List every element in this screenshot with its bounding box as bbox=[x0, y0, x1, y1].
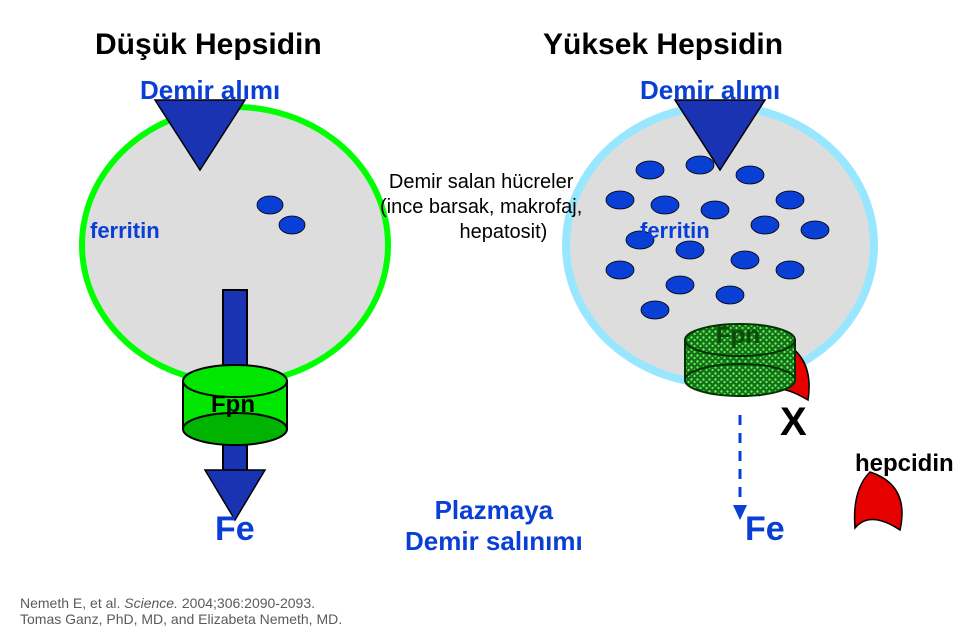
fpn-right-label: Fpn bbox=[716, 322, 760, 350]
title-left: Düşük Hepsidin bbox=[95, 28, 322, 62]
references: Nemeth E, et al. Science. 2004;306:2090-… bbox=[20, 595, 342, 627]
ferritin-right: ferritin bbox=[640, 218, 710, 244]
x-mark: X bbox=[780, 400, 807, 445]
fe-right: Fe bbox=[745, 510, 785, 549]
center-text: Demir salan hücreler (ince barsak, makro… bbox=[380, 170, 582, 245]
ferritin-left: ferritin bbox=[90, 218, 160, 244]
demir-alimi-left: Demir alımı bbox=[140, 75, 280, 106]
title-right: Yüksek Hepsidin bbox=[543, 28, 783, 62]
demir-alimi-right: Demir alımı bbox=[640, 75, 780, 106]
fpn-left-label: Fpn bbox=[211, 391, 255, 419]
plazmaya-label: Plazmaya Demir salınımı bbox=[405, 495, 583, 557]
fe-left: Fe bbox=[215, 510, 255, 549]
hepcidin-label: hepcidin bbox=[855, 450, 954, 478]
